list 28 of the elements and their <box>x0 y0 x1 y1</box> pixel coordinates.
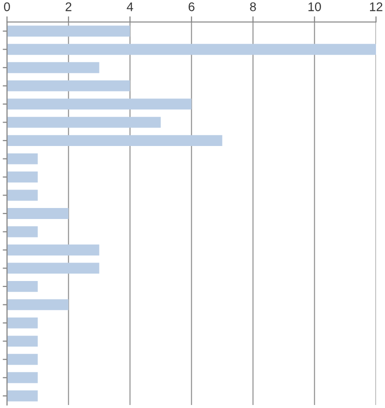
bar <box>7 317 38 328</box>
bar <box>7 390 38 402</box>
bar <box>7 208 68 219</box>
bar <box>7 190 38 201</box>
bar <box>7 262 100 274</box>
x-tick-label: 2 <box>66 2 72 12</box>
bar <box>7 26 130 37</box>
bar <box>7 299 68 310</box>
x-tick-label: 10 <box>308 2 321 12</box>
x-tick-label: 12 <box>370 2 382 12</box>
bar <box>7 62 100 74</box>
bar <box>7 80 130 92</box>
bar <box>7 98 192 110</box>
bar <box>7 153 38 164</box>
bar <box>7 372 38 384</box>
bar <box>7 244 100 256</box>
bar <box>7 336 38 347</box>
bar <box>7 354 38 365</box>
x-tick-label: 0 <box>4 2 10 12</box>
x-tick-label: 4 <box>126 2 134 12</box>
bar <box>7 226 38 238</box>
bar <box>7 135 222 146</box>
x-tick-label: 8 <box>250 2 256 12</box>
bar <box>7 172 38 182</box>
bar <box>7 280 38 292</box>
bar <box>7 44 376 55</box>
bar <box>7 116 161 128</box>
x-tick-label: 6 <box>188 2 194 12</box>
